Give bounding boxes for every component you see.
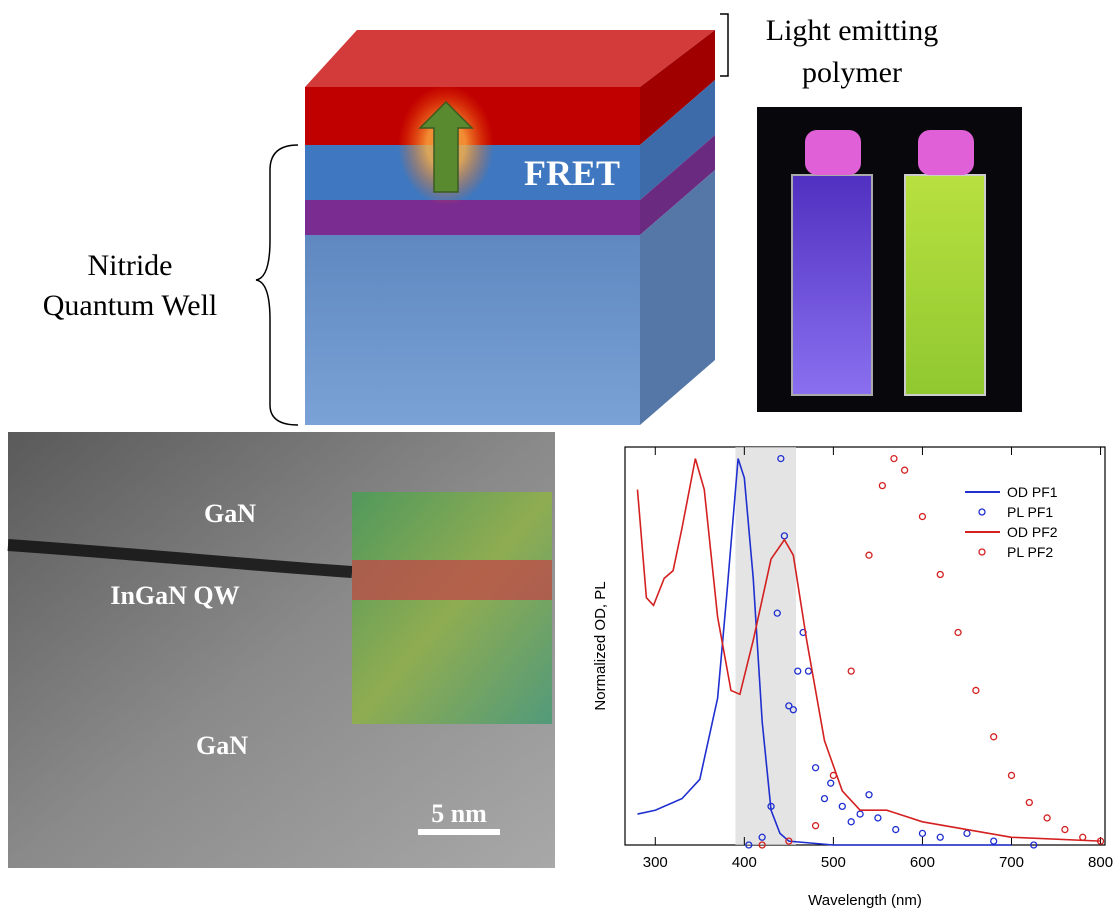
series-marker xyxy=(865,791,873,799)
series-marker xyxy=(820,794,829,803)
series-marker xyxy=(1096,837,1105,845)
tem-label: InGaN QW xyxy=(110,581,239,610)
series-marker xyxy=(827,779,835,787)
well-label: Quantum Well xyxy=(43,289,218,322)
series-marker xyxy=(1025,798,1033,807)
series-marker xyxy=(838,802,846,811)
y-axis-label: Normalized OD, PL xyxy=(592,581,609,710)
series-marker xyxy=(847,667,855,675)
series-marker xyxy=(878,481,887,490)
x-tick-label: 500 xyxy=(821,854,846,871)
series-marker xyxy=(785,702,793,710)
series-marker xyxy=(811,764,820,772)
series-marker xyxy=(811,822,820,830)
series-marker xyxy=(900,466,909,474)
series-marker xyxy=(1007,771,1016,780)
series-marker xyxy=(918,829,927,838)
series-marker xyxy=(936,833,944,841)
series-marker xyxy=(773,609,781,617)
series-line xyxy=(637,458,1012,846)
series-marker xyxy=(963,829,971,838)
legend-label: OD PF1 xyxy=(1007,484,1058,500)
vial-photo xyxy=(757,107,1022,412)
series-marker xyxy=(954,628,962,637)
series-marker xyxy=(1030,841,1038,849)
series-marker xyxy=(847,818,855,826)
series-marker xyxy=(874,814,882,822)
series-marker xyxy=(856,810,864,818)
layer-block xyxy=(255,13,729,426)
legend-swatch xyxy=(978,548,986,556)
series-line xyxy=(636,458,1101,842)
x-tick-label: 800 xyxy=(1088,854,1113,871)
scale-bar-label: 5 nm xyxy=(431,799,487,828)
series-marker xyxy=(777,454,785,463)
fret-label: FRET xyxy=(524,153,620,193)
legend-swatch xyxy=(978,508,986,516)
series-marker xyxy=(789,706,797,714)
x-tick-label: 300 xyxy=(643,854,668,871)
polymer-label: polymer xyxy=(802,56,902,89)
series-marker xyxy=(785,837,793,845)
series-marker xyxy=(990,733,998,741)
tem-label: GaN xyxy=(204,499,256,528)
series-marker xyxy=(829,771,838,780)
series-marker xyxy=(758,841,766,849)
series-marker xyxy=(758,833,766,841)
series-marker xyxy=(936,570,944,579)
series-marker xyxy=(804,667,813,675)
well-label: Nitride xyxy=(88,249,173,282)
legend-label: PL PF1 xyxy=(1007,504,1053,520)
polymer-label: Light emitting xyxy=(766,14,939,47)
x-tick-label: 700 xyxy=(999,854,1024,871)
series-marker xyxy=(892,825,900,834)
series-marker xyxy=(794,667,802,675)
series-marker xyxy=(1043,814,1051,822)
series-marker xyxy=(918,512,927,521)
tem-image xyxy=(7,432,555,868)
series-marker xyxy=(865,551,873,559)
legend-label: OD PF2 xyxy=(1007,524,1058,540)
x-axis-label: Wavelength (nm) xyxy=(808,892,922,909)
series-marker xyxy=(990,837,998,845)
legend-label: PL PF2 xyxy=(1007,544,1053,560)
x-tick-label: 600 xyxy=(910,854,935,871)
shaded-region xyxy=(735,447,796,845)
series-marker xyxy=(767,802,775,811)
tem-label: GaN xyxy=(196,731,248,760)
series-marker xyxy=(972,686,980,695)
series-marker xyxy=(1079,833,1087,841)
series-marker xyxy=(745,841,753,849)
x-tick-label: 400 xyxy=(732,854,757,871)
series-marker xyxy=(890,454,898,463)
series-marker xyxy=(1061,825,1069,834)
